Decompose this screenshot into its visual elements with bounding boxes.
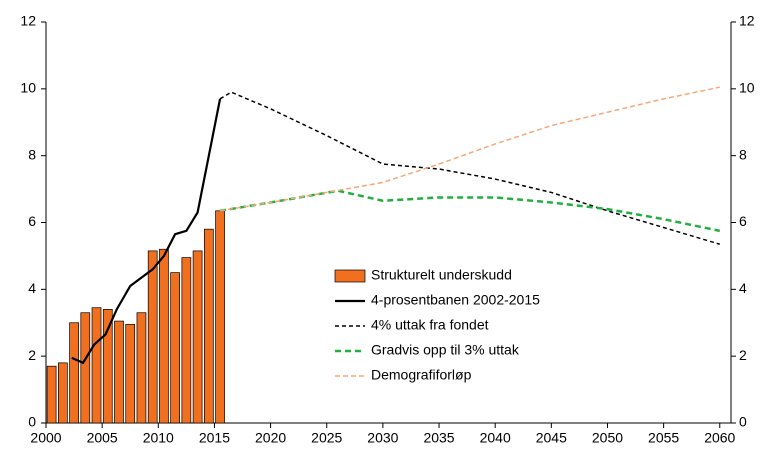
legend-label: Strukturelt underskudd <box>371 267 512 283</box>
bar <box>192 250 203 424</box>
x-tick-label: 2020 <box>255 430 286 446</box>
x-tick-label: 2025 <box>311 430 342 446</box>
y2-tick-label: 12 <box>739 13 755 29</box>
y-tick-label: 4 <box>28 280 36 296</box>
y2-tick-label: 8 <box>739 146 747 162</box>
bar <box>215 210 225 424</box>
x-tick-label: 2045 <box>536 430 567 446</box>
legend-swatch <box>334 269 366 283</box>
legend-label: 4% uttak fra fondet <box>371 317 489 333</box>
x-tick-label: 2030 <box>367 430 398 446</box>
bar <box>46 365 57 424</box>
x-tick-label: 2005 <box>87 430 118 446</box>
line <box>219 189 721 233</box>
line <box>71 98 222 365</box>
bar <box>203 228 214 424</box>
x-tick-label: 2040 <box>480 430 511 446</box>
x-tick-label: 2050 <box>592 430 623 446</box>
y-tick-label: 8 <box>28 146 36 162</box>
bar <box>136 312 147 424</box>
x-tick-label: 2060 <box>704 430 735 446</box>
y2-tick-label: 10 <box>739 80 755 96</box>
legend-label: Gradvis opp til 3% uttak <box>371 342 520 358</box>
y2-tick-label: 0 <box>739 414 747 430</box>
x-tick-label: 2000 <box>30 430 61 446</box>
bar <box>69 322 79 424</box>
x-tick-label: 2015 <box>199 430 230 446</box>
bar <box>181 257 192 424</box>
y2-tick-label: 4 <box>739 280 747 296</box>
bar <box>147 250 158 424</box>
y2-tick-label: 6 <box>739 213 747 229</box>
legend-label: Demografiforløp <box>371 367 472 383</box>
line <box>219 91 720 245</box>
y-tick-label: 10 <box>20 80 36 96</box>
line <box>219 86 720 212</box>
x-tick-label: 2055 <box>648 430 679 446</box>
bar <box>125 324 136 424</box>
bar <box>58 362 68 424</box>
y-tick-label: 12 <box>20 13 36 29</box>
legend-label: 4-prosentbanen 2002-2015 <box>371 292 540 308</box>
bar <box>91 307 102 424</box>
y-tick-label: 2 <box>28 347 36 363</box>
y-tick-label: 6 <box>28 213 36 229</box>
y2-tick-label: 2 <box>739 347 747 363</box>
bar <box>159 248 169 424</box>
x-tick-label: 2035 <box>423 430 454 446</box>
x-tick-label: 2010 <box>143 430 174 446</box>
bar <box>102 309 113 424</box>
bar <box>114 320 124 424</box>
bar <box>80 312 91 424</box>
y-tick-label: 0 <box>28 414 36 430</box>
bar <box>170 272 180 424</box>
